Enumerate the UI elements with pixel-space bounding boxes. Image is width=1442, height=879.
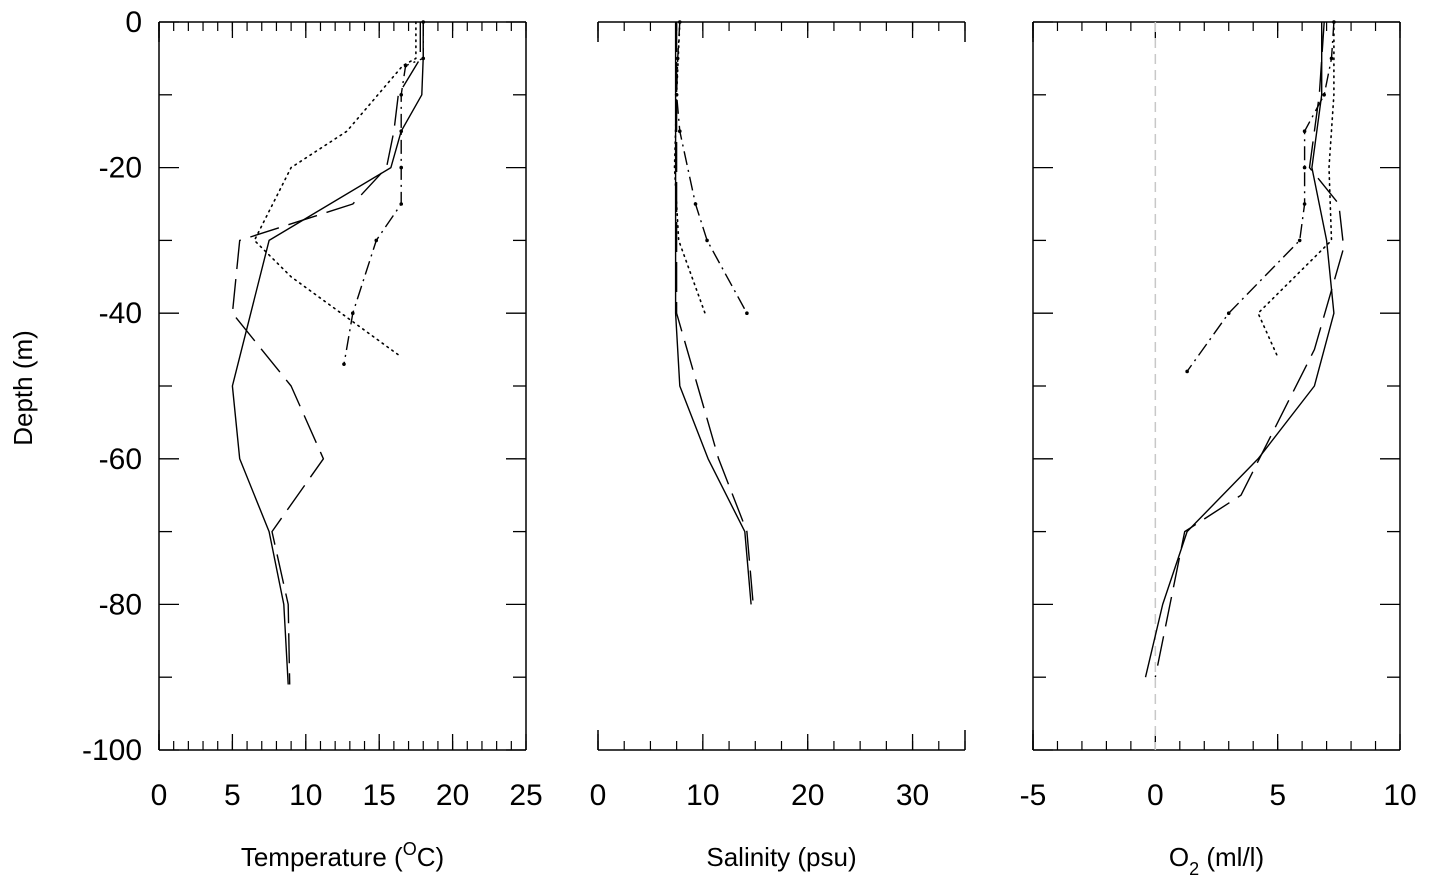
series-point	[399, 129, 404, 133]
y-tick-label: -60	[99, 443, 142, 476]
series-point	[1302, 202, 1307, 206]
series-point	[1322, 93, 1326, 97]
series-point	[1302, 165, 1307, 170]
x-tick-label: 0	[1147, 779, 1164, 812]
x-tick-label: 0	[590, 779, 607, 812]
series-point	[1332, 20, 1336, 24]
x-tick-label: -5	[1020, 779, 1047, 812]
series-solid	[1144, 22, 1335, 678]
series-point	[1297, 238, 1302, 243]
series-point	[399, 165, 404, 170]
x-tick-label: 5	[1269, 779, 1286, 812]
y-tick-label: -40	[99, 297, 142, 330]
y-tick-label: 0	[125, 6, 142, 39]
series-point	[1329, 56, 1334, 61]
series-point	[677, 129, 682, 133]
x-tick-label: 10	[1383, 779, 1416, 812]
series-point	[705, 238, 709, 243]
series-point	[1226, 311, 1231, 316]
x-tick-label: 20	[436, 779, 469, 812]
x-tick-label: 5	[224, 779, 241, 812]
series-point	[745, 311, 749, 316]
series-point	[342, 362, 346, 366]
x-axis-label: Salinity (psu)	[706, 842, 856, 872]
series-dashdot	[343, 22, 424, 365]
temperature-panel: 0 5 10 15 20 25 0 -20 -40 -60 -80 -100 Temperature (…	[82, 6, 543, 872]
series-dashed	[675, 22, 754, 605]
series-point	[399, 93, 404, 97]
y-axis-label: Depth (m)	[8, 330, 38, 446]
x-tick-label: 10	[289, 779, 322, 812]
x-tick-label: 25	[509, 779, 542, 812]
series-solid	[231, 22, 424, 685]
y-tick-label: -100	[82, 734, 142, 767]
series-dashed	[231, 22, 421, 685]
series-point	[677, 20, 682, 24]
series-point	[675, 56, 680, 61]
series-point	[421, 20, 426, 24]
x-tick-label: 20	[791, 779, 824, 812]
salinity-panel: 0 10 20 30 Salinity (psu)	[590, 20, 966, 872]
series-dotted	[1257, 21, 1335, 358]
x-tick-label: 30	[896, 779, 929, 812]
x-tick-label: 0	[151, 779, 168, 812]
series-dashed	[1154, 21, 1345, 678]
y-tick-label: -20	[99, 152, 142, 185]
x-axis-label: O2 (ml/l)	[1169, 842, 1264, 879]
series-point	[1302, 129, 1307, 133]
series-point	[403, 63, 408, 68]
series-point	[693, 202, 698, 206]
y-tick-label: -80	[99, 588, 142, 621]
series-point	[674, 93, 679, 97]
series-point	[1185, 369, 1189, 374]
series-point	[421, 56, 426, 61]
x-tick-label: 10	[686, 779, 719, 812]
oxygen-panel: -5 0 5 10 O2 (ml/l)	[1020, 20, 1417, 879]
series-dotted	[253, 21, 417, 358]
series-dashdot	[1186, 21, 1335, 372]
series-point	[374, 238, 379, 243]
x-axis-label: Temperature (OC)	[241, 839, 444, 872]
series-solid	[674, 22, 752, 605]
series-dotted	[673, 21, 706, 315]
x-tick-label: 15	[363, 779, 396, 812]
series-point	[350, 311, 355, 316]
series-dashdot	[675, 21, 748, 314]
series-point	[399, 202, 404, 206]
